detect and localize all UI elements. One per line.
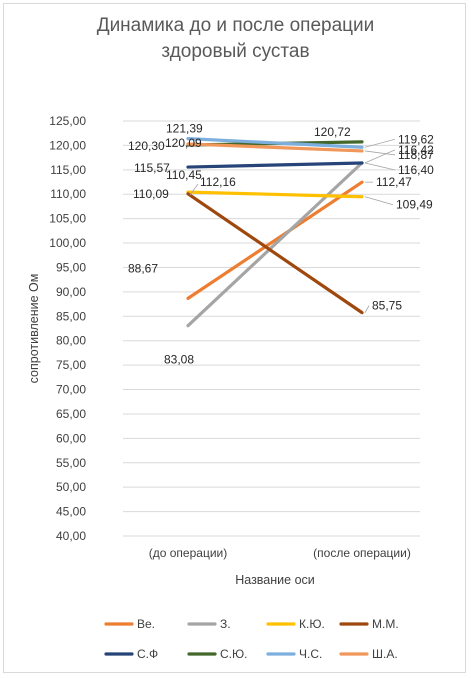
legend-label: Ве. (137, 617, 155, 631)
data-label: 85,75 (372, 299, 402, 313)
y-tick-label: 40,00 (56, 529, 86, 543)
legend-label: С.Ю. (220, 647, 247, 661)
legend-label: З. (220, 617, 231, 631)
leader-line (364, 305, 370, 313)
legend-label: Ч.С. (299, 647, 322, 661)
y-tick-label: 60,00 (56, 431, 86, 445)
y-tick-label: 50,00 (56, 480, 86, 494)
data-label: 116,40 (398, 163, 434, 177)
y-tick-label: 75,00 (56, 358, 86, 372)
data-label: 109,49 (396, 198, 433, 212)
series-line (186, 192, 364, 315)
leader-line (364, 138, 396, 148)
data-label: 119,62 (398, 132, 434, 146)
series-line (186, 190, 364, 199)
y-tick-label: 105,00 (49, 212, 86, 226)
data-label: 110,45 (166, 168, 202, 182)
data-label: 118,87 (398, 148, 434, 162)
y-tick-label: 125,00 (49, 114, 86, 128)
y-tick-label: 120,00 (49, 138, 86, 152)
y-tick-label: 90,00 (56, 285, 86, 299)
x-tick-label: (до операции) (149, 546, 227, 560)
leader-line (364, 162, 396, 171)
data-label: 83,08 (164, 353, 194, 367)
legend-label: К.Ю. (299, 617, 325, 631)
data-label: 112,16 (200, 175, 236, 189)
data-label: 121,39 (166, 122, 203, 136)
data-label: 110,09 (133, 187, 169, 201)
y-tick-label: 80,00 (56, 334, 86, 348)
series-line (186, 137, 364, 149)
y-tick-label: 70,00 (56, 383, 86, 397)
x-tick-label: (после операции) (313, 546, 411, 560)
y-tick-label: 95,00 (56, 260, 86, 274)
series-line (186, 161, 364, 169)
chart-title: Динамика до и после операции (96, 15, 375, 36)
data-label: 120,09 (165, 136, 202, 150)
x-axis-title: Название оси (235, 573, 315, 587)
y-tick-label: 85,00 (56, 309, 86, 323)
data-label: 88,67 (128, 261, 158, 275)
series-line (186, 180, 364, 300)
y-tick-label: 65,00 (56, 407, 86, 421)
data-label: 116,42 (398, 143, 434, 157)
leader-line (364, 196, 394, 206)
chart-subtitle: здоровый сустав (161, 41, 310, 62)
chart-frame (3, 3, 466, 673)
data-label: 115,57 (134, 161, 170, 175)
series-line (186, 161, 364, 328)
data-label: 120,72 (314, 125, 351, 139)
data-label: 120,30 (128, 139, 165, 153)
y-tick-label: 100,00 (49, 236, 86, 250)
legend-label: С.Ф (137, 647, 158, 661)
leader-line (364, 149, 396, 164)
y-tick-label: 45,00 (56, 505, 86, 519)
y-tick-label: 110,00 (50, 187, 86, 201)
y-tick-label: 55,00 (56, 456, 86, 470)
leader-line (189, 183, 199, 196)
legend-label: М.М. (372, 617, 399, 631)
data-label: 112,47 (376, 175, 412, 189)
y-axis-title: сопротивление Ом (27, 274, 41, 384)
leader-line (364, 150, 396, 156)
legend-label: Ш.А. (372, 647, 398, 661)
y-tick-label: 115,00 (50, 163, 86, 177)
series-line (186, 142, 364, 153)
